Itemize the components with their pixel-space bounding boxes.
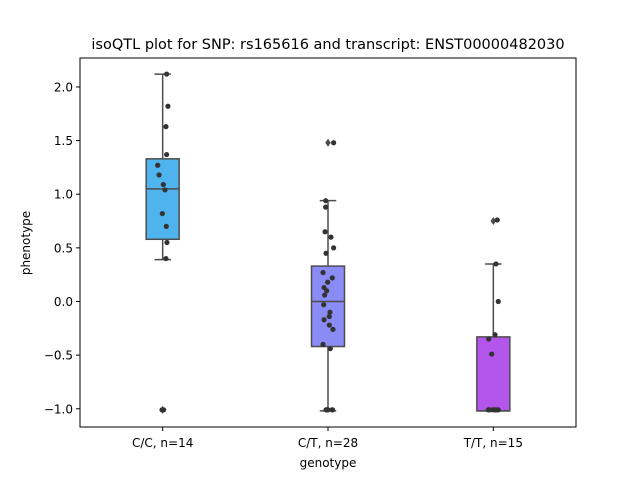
y-tick-label: −1.0 [44,402,73,416]
data-point [324,407,330,413]
y-tick-label: 1.5 [54,134,73,148]
data-point [164,239,170,246]
data-point [321,317,327,323]
data-point [489,351,495,357]
data-point [327,346,333,352]
x-tick-label: T/T, n=15 [463,436,523,450]
data-point [486,336,492,342]
box-group [476,217,511,412]
y-tick-label: 0.5 [54,241,73,255]
data-point [323,250,329,256]
data-point [324,288,330,294]
data-point [163,223,169,230]
box [310,265,346,348]
data-point [322,292,328,298]
data-point [331,140,337,146]
x-axis: C/C, n=14 C/T, n=28 T/T, n=15 [132,427,523,450]
box-group [145,73,180,414]
y-tick-label: −0.5 [44,349,73,363]
data-point [486,407,492,413]
data-point [321,302,327,308]
data-point [323,204,329,210]
y-tick-label: 0.0 [54,295,73,309]
data-point [328,234,334,240]
data-point [326,313,332,320]
plot-area [145,71,511,414]
data-point [329,275,335,281]
y-tick-label: 2.0 [54,80,73,94]
x-tick-label: C/T, n=28 [298,436,358,450]
data-point [156,172,162,178]
box [145,158,180,241]
data-point [159,210,165,217]
data-point [161,407,167,413]
y-axis-label: phenotype [19,211,33,275]
data-point [320,341,326,348]
box-group [310,138,346,412]
data-point [160,181,166,188]
data-point [494,217,500,223]
data-point [326,322,332,328]
data-point [325,279,331,285]
chart-title: isoQTL plot for SNP: rs165616 and transc… [91,37,564,53]
data-point [165,103,171,109]
data-point [163,255,169,262]
data-point [492,407,498,413]
outlier-marker [325,138,331,147]
data-point [327,309,333,315]
data-point [493,261,499,267]
data-point [330,407,336,413]
data-point [164,151,170,158]
data-point [331,245,337,251]
data-point [492,332,498,338]
data-point [495,298,501,305]
data-point [163,124,169,130]
data-point [320,269,326,276]
data-point [164,71,170,77]
y-axis: −1.0 −0.5 0.0 0.5 1.0 1.5 2.0 [44,80,80,416]
data-point [322,229,328,235]
outlier-marker [490,217,497,226]
data-point [323,198,329,204]
x-axis-label: genotype [300,456,357,470]
data-point [155,162,161,168]
y-tick-label: 1.0 [54,188,73,202]
box [476,336,511,412]
data-point [330,326,336,332]
data-point [162,187,168,193]
x-tick-label: C/C, n=14 [132,436,193,450]
